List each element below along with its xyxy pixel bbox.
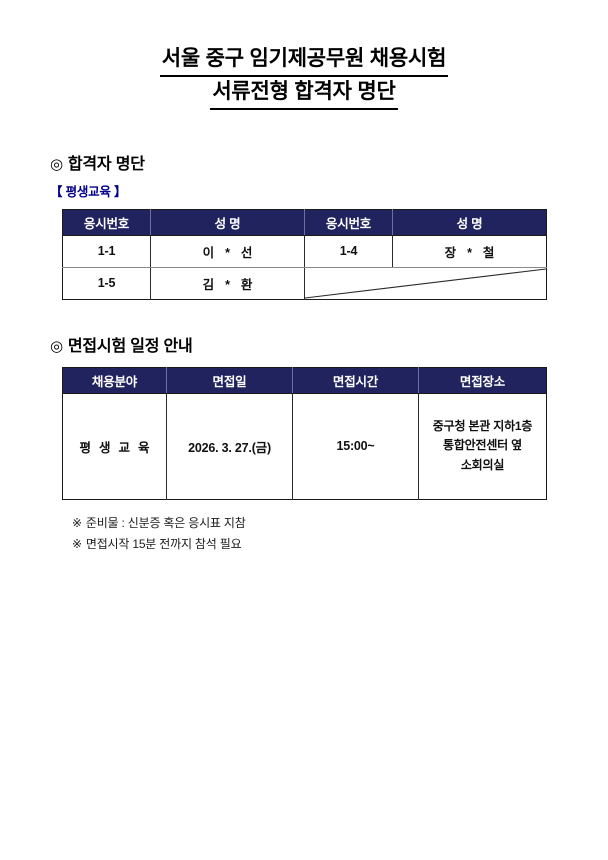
title-line-1: 서울 중구 임기제공무원 채용시험 bbox=[159, 44, 449, 77]
cell-exam-number: 1-5 bbox=[62, 267, 151, 300]
table-header-row: 응시번호 성 명 응시번호 성 명 bbox=[62, 209, 547, 236]
section-heading-interview-text: 면접시험 일정 안내 bbox=[67, 337, 193, 355]
interview-place-lines: 중구청 본관 지하1층 통합안전센터 옆 소회의실 bbox=[419, 417, 546, 475]
cell-recruitment-field: 평생교육 bbox=[62, 393, 167, 500]
cell-interview-place: 중구청 본관 지하1층 통합안전센터 옆 소회의실 bbox=[418, 393, 547, 500]
note-item: ※ 면접시작 15분 전까지 참석 필요 bbox=[72, 534, 608, 555]
interview-table-wrapper: 채용분야 면접일 면접시간 면접장소 평생교육 2026. 3. 27.(금) … bbox=[0, 366, 608, 500]
col-header-interview-time: 면접시간 bbox=[292, 367, 419, 394]
pass-list-table-wrapper: 응시번호 성 명 응시번호 성 명 1-1 이*선 1-4 장*철 1-5 김*… bbox=[0, 208, 608, 300]
section-heading-pass-list: ◎ 합격자 명단 bbox=[0, 150, 608, 174]
place-line-3: 소회의실 bbox=[460, 457, 505, 472]
cell-name: 장*철 bbox=[392, 235, 547, 268]
note-item-text: 면접시작 15분 전까지 참석 필요 bbox=[85, 536, 242, 551]
reference-mark-icon: ※ bbox=[72, 515, 82, 530]
cell-name-text: 김*환 bbox=[202, 277, 264, 292]
cell-interview-date: 2026. 3. 27.(금) bbox=[166, 393, 293, 500]
cell-interview-time: 15:00~ bbox=[292, 393, 419, 500]
place-line-1: 중구청 본관 지하1층 bbox=[432, 418, 533, 433]
cell-name-text: 이*선 bbox=[202, 245, 264, 260]
pass-list-table: 응시번호 성 명 응시번호 성 명 1-1 이*선 1-4 장*철 1-5 김*… bbox=[62, 208, 547, 300]
cell-name: 이*선 bbox=[150, 235, 305, 268]
note-item-text: 준비물 : 신분증 혹은 응시표 지참 bbox=[85, 515, 246, 530]
empty-cell-diagonal-strike bbox=[304, 267, 547, 300]
table-header-row: 채용분야 면접일 면접시간 면접장소 bbox=[62, 367, 547, 394]
col-header-field: 채용분야 bbox=[62, 367, 167, 394]
document-title: 서울 중구 임기제공무원 채용시험 서류전형 합격자 명단 bbox=[0, 0, 608, 110]
col-header-interview-place: 면접장소 bbox=[418, 367, 547, 394]
col-header-name-left: 성 명 bbox=[150, 209, 305, 236]
col-header-name-right: 성 명 bbox=[392, 209, 547, 236]
cell-recruitment-field-text: 평생교육 bbox=[79, 440, 158, 455]
col-header-exam-number-right: 응시번호 bbox=[304, 209, 393, 236]
section-heading-interview: ◎ 면접시험 일정 안내 bbox=[0, 332, 608, 356]
col-header-interview-date: 면접일 bbox=[166, 367, 293, 394]
circle-marker-icon: ◎ bbox=[50, 155, 63, 173]
cell-exam-number: 1-1 bbox=[62, 235, 151, 268]
circle-marker-icon: ◎ bbox=[50, 337, 63, 355]
notes-block: ※ 준비물 : 신분증 혹은 응시표 지참 ※ 면접시작 15분 전까지 참석 필요 bbox=[0, 513, 608, 556]
table-row: 평생교육 2026. 3. 27.(금) 15:00~ 중구청 본관 지하1층 … bbox=[62, 393, 547, 500]
note-item: ※ 준비물 : 신분증 혹은 응시표 지참 bbox=[72, 513, 608, 534]
cell-name-text: 장*철 bbox=[444, 245, 506, 260]
reference-mark-icon: ※ bbox=[72, 536, 82, 551]
interview-schedule-table: 채용분야 면접일 면접시간 면접장소 평생교육 2026. 3. 27.(금) … bbox=[62, 366, 547, 500]
cell-exam-number: 1-4 bbox=[304, 235, 393, 268]
section-heading-pass-list-text: 합격자 명단 bbox=[67, 155, 145, 173]
cell-name: 김*환 bbox=[150, 267, 305, 300]
diagonal-line-icon bbox=[305, 268, 546, 299]
category-bracket-label: 【 평생교육 】 bbox=[50, 184, 127, 199]
table-row: 1-5 김*환 bbox=[62, 267, 547, 300]
place-line-2: 통합안전센터 옆 bbox=[442, 438, 522, 453]
col-header-exam-number-left: 응시번호 bbox=[62, 209, 151, 236]
title-line-2: 서류전형 합격자 명단 bbox=[210, 77, 398, 110]
table-row: 1-1 이*선 1-4 장*철 bbox=[62, 235, 547, 268]
